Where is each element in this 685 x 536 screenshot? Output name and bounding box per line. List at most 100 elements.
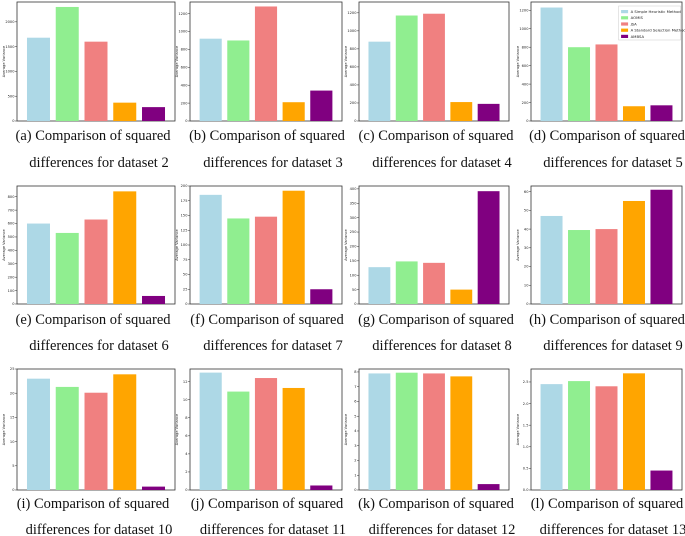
chart-6: 0 25 50 75 100 125 150 175 200 Average Variance (f… bbox=[175, 184, 344, 354]
chart-7: 0 50 100 150 200 250 300 350 400 Average Variance… bbox=[344, 185, 515, 354]
y-tick-label: 0.5 bbox=[523, 467, 529, 471]
bar-ambsa bbox=[142, 486, 166, 490]
caption-line-1: (d) Comparison of squared bbox=[529, 128, 685, 144]
y-tick-label: 4 bbox=[354, 429, 357, 433]
chart-3: 0 200 400 600 800 1000 1200 Average Variance (c)… bbox=[344, 1, 514, 171]
bar-a-standard-selection-method bbox=[282, 190, 305, 304]
y-tick-label: 175 bbox=[181, 199, 188, 203]
y-tick-label: 100 bbox=[350, 273, 358, 277]
legend-box bbox=[618, 5, 681, 41]
bar-jsa bbox=[84, 219, 108, 304]
y-tick-label: 75 bbox=[183, 258, 188, 262]
bar-ambsa bbox=[310, 485, 333, 490]
legend-entry: A Simple Heuristic Method bbox=[631, 9, 682, 14]
y-tick-label: 1 bbox=[354, 473, 356, 477]
caption-line-1: (e) Comparison of squared bbox=[15, 312, 171, 328]
bar-a-standard-selection-method bbox=[622, 106, 645, 121]
y-tick-label: 600 bbox=[522, 64, 530, 68]
bar-a-standard-selection-method bbox=[282, 387, 305, 490]
y-tick-label: 5 bbox=[12, 464, 14, 468]
bar-a-simple-heuristic-method bbox=[26, 378, 50, 490]
y-axis-label: Average Variance bbox=[175, 229, 179, 261]
y-tick-label: 5 bbox=[354, 414, 356, 418]
bar-ambsa bbox=[477, 191, 500, 304]
legend-swatch bbox=[621, 16, 629, 20]
bar-jsa bbox=[254, 216, 278, 304]
chart-2: 0 200 400 600 800 1000 1200 Average Variance (b)… bbox=[175, 1, 346, 171]
bar-jsa bbox=[84, 392, 108, 490]
caption-line-2: differences for dataset 13 bbox=[540, 522, 685, 536]
y-tick-label: 400 bbox=[8, 249, 16, 253]
bar-a-simple-heuristic-method bbox=[199, 372, 222, 490]
bar-aomis bbox=[227, 40, 250, 122]
legend-entry: JSA bbox=[630, 21, 638, 26]
bar-aomis bbox=[227, 391, 250, 490]
legend-swatch bbox=[621, 28, 629, 32]
y-tick-label: 0.0 bbox=[523, 488, 529, 492]
y-axis-label: Average Variance bbox=[344, 413, 348, 445]
y-tick-label: 7 bbox=[354, 385, 356, 389]
bar-ambsa bbox=[650, 189, 673, 304]
y-tick-label: 25 bbox=[10, 367, 15, 371]
y-axis-label: Average Variance bbox=[175, 413, 179, 445]
y-tick-label: 350 bbox=[350, 201, 358, 205]
y-tick-label: 1200 bbox=[519, 9, 529, 13]
bar-a-simple-heuristic-method bbox=[26, 37, 50, 122]
caption-line-2: differences for dataset 6 bbox=[29, 338, 168, 354]
bar-a-simple-heuristic-method bbox=[368, 267, 391, 304]
y-tick-label: 1.0 bbox=[523, 445, 529, 449]
y-tick-label: 600 bbox=[8, 222, 16, 226]
bar-jsa bbox=[595, 229, 618, 304]
y-tick-label: 1000 bbox=[178, 30, 188, 34]
bar-aomis bbox=[395, 372, 418, 490]
y-tick-label: 20 bbox=[524, 265, 529, 269]
bar-aomis bbox=[395, 261, 418, 304]
bar-a-simple-heuristic-method bbox=[368, 373, 391, 490]
chart-11: 0 1 2 3 4 5 6 7 8 Average Variance (k) Comparison … bbox=[344, 368, 515, 536]
bar-ambsa bbox=[650, 470, 673, 490]
chart-4: 0 200 400 600 800 1000 1200 Average Variance A S… bbox=[516, 1, 685, 171]
bar-ambsa bbox=[477, 484, 500, 490]
bar-jsa bbox=[254, 378, 278, 490]
bar-ambsa bbox=[142, 295, 166, 304]
y-tick-label: 3 bbox=[354, 444, 356, 448]
y-axis-label: Average Variance bbox=[2, 413, 6, 445]
caption-line-2: differences for dataset 11 bbox=[200, 522, 346, 536]
y-tick-label: 1000 bbox=[519, 27, 529, 31]
y-tick-label: 1.5 bbox=[523, 423, 529, 427]
bar-jsa bbox=[595, 44, 618, 121]
bar-a-standard-selection-method bbox=[450, 376, 473, 490]
y-tick-label: 0 bbox=[12, 302, 15, 306]
caption-line-1: (a) Comparison of squared bbox=[15, 128, 171, 144]
y-tick-label: 300 bbox=[350, 216, 358, 220]
caption-line-2: differences for dataset 3 bbox=[203, 155, 342, 171]
y-tick-label: 0 bbox=[526, 302, 529, 306]
y-tick-label: 2.0 bbox=[523, 402, 529, 406]
y-tick-label: 0 bbox=[354, 302, 357, 306]
y-axis-label: Average Variance bbox=[2, 45, 6, 77]
bar-jsa bbox=[423, 262, 445, 304]
y-tick-label: 12 bbox=[183, 380, 188, 384]
bar-a-standard-selection-method bbox=[622, 200, 645, 304]
bar-ambsa bbox=[310, 289, 333, 304]
bar-ambsa bbox=[477, 103, 500, 121]
caption-line-2: differences for dataset 8 bbox=[372, 338, 511, 354]
y-tick-label: 25 bbox=[183, 287, 188, 291]
y-tick-label: 10 bbox=[183, 398, 188, 402]
y-tick-label: 6 bbox=[185, 434, 188, 438]
y-tick-label: 15 bbox=[10, 416, 15, 420]
bar-ambsa bbox=[142, 107, 166, 121]
y-tick-label: 150 bbox=[181, 214, 189, 218]
bar-a-standard-selection-method bbox=[450, 289, 473, 304]
y-tick-label: 1200 bbox=[178, 12, 188, 16]
y-tick-label: 800 bbox=[8, 195, 16, 199]
y-tick-label: 10 bbox=[524, 283, 529, 287]
bar-aomis bbox=[55, 6, 79, 121]
bar-a-simple-heuristic-method bbox=[199, 38, 222, 121]
bar-a-simple-heuristic-method bbox=[540, 215, 563, 304]
legend-entry: AMBSA bbox=[631, 34, 645, 39]
caption-line-1: (f) Comparison of squared bbox=[190, 312, 344, 328]
caption-line-1: (l) Comparison of squared bbox=[531, 496, 684, 512]
y-tick-label: 0 bbox=[526, 119, 529, 123]
